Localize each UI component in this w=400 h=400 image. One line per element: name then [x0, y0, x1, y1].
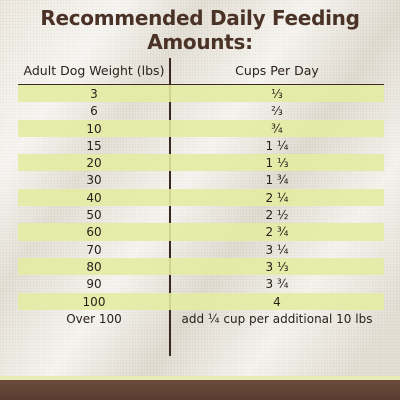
header-cups: Cups Per Day	[235, 63, 319, 78]
weight-cell: Over 100	[66, 311, 122, 326]
cups-cell: 3 ¼	[265, 242, 289, 257]
table-row: 80 3 ⅓	[18, 257, 384, 276]
weight-cell: 60	[86, 225, 102, 240]
weight-cell: 90	[86, 277, 102, 292]
cups-cell: 3 ⅓	[265, 259, 289, 274]
weight-cell: 100	[82, 294, 106, 309]
cups-cell: 1 ⅓	[265, 156, 289, 171]
table-body: 3 ⅓ 6 ⅔ 10 ¾ 15 1 ¼ 20 1 ⅓ 30 1 ¾ 40 2 ¼ 50 2 ½ 60 2 ¾ 70 3…	[18, 85, 384, 327]
weight-cell: 80	[86, 259, 102, 274]
table-header: Adult Dog Weight (lbs) Cups Per Day	[18, 58, 384, 85]
weight-cell: 40	[86, 190, 102, 205]
cups-cell: add ¼ cup per additional 10 lbs	[181, 311, 373, 326]
cups-cell: 2 ½	[265, 208, 289, 223]
weight-cell: 20	[86, 156, 102, 171]
table-row: 70 3 ¼	[18, 241, 384, 258]
weight-cell: 6	[90, 104, 98, 119]
column-divider	[169, 58, 171, 356]
table-row: 50 2 ½	[18, 206, 384, 223]
weight-cell: 50	[86, 208, 102, 223]
weight-cell: 70	[86, 242, 102, 257]
cups-cell: 2 ¾	[265, 225, 289, 240]
table-row: 90 3 ¾	[18, 275, 384, 292]
cups-cell: ⅓	[271, 87, 283, 101]
table-row: 20 1 ⅓	[18, 154, 384, 172]
weight-cell: 30	[86, 173, 102, 188]
table-row: 40 2 ¼	[18, 188, 384, 207]
footer-band	[0, 376, 400, 400]
weight-cell: 10	[86, 121, 102, 136]
cups-cell: 4	[273, 294, 281, 309]
table-row: 10 ¾	[18, 119, 384, 137]
cups-cell: 1 ¼	[265, 138, 289, 153]
table-row: 60 2 ¾	[18, 223, 384, 241]
weight-cell: 15	[86, 138, 102, 153]
table-row: 30 1 ¾	[18, 171, 384, 188]
cups-cell: 2 ¼	[265, 190, 289, 205]
cups-cell: 3 ¾	[265, 277, 289, 292]
table-row: Over 100 add ¼ cup per additional 10 lbs	[18, 310, 384, 327]
weight-cell: 3	[90, 87, 98, 101]
page-title: Recommended Daily Feeding Amounts:	[40, 6, 360, 54]
header-weight: Adult Dog Weight (lbs)	[23, 63, 165, 78]
cups-cell: ¾	[271, 121, 283, 136]
table-row: 100 4	[18, 292, 384, 310]
table-row: 15 1 ¼	[18, 137, 384, 154]
cups-cell: ⅔	[271, 104, 283, 119]
cups-cell: 1 ¾	[265, 173, 289, 188]
